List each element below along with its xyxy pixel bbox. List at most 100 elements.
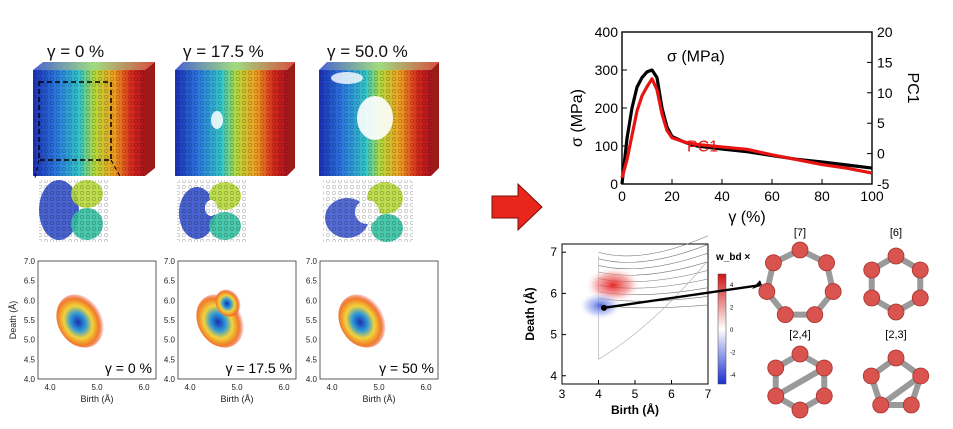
xtick-label: 40: [714, 188, 730, 204]
ring-atom: [902, 396, 920, 414]
pd-ytick: 4.0: [24, 375, 36, 384]
ring-atom: [791, 241, 809, 259]
ring-structures: [7] [6] [2,4] [2,3]: [758, 227, 930, 419]
ring-7: [758, 241, 842, 324]
y-axis-label-right: PC1: [904, 72, 920, 103]
colorbar-tick: -2: [730, 351, 736, 357]
snapshot-box-0: [33, 62, 155, 179]
pd-ytick: 5.0: [24, 336, 36, 345]
stress-plot-frame: [621, 31, 873, 185]
colorbar-tick: -4: [730, 373, 736, 379]
pd-ytick: 4.0: [164, 375, 176, 384]
ring-atom: [863, 289, 881, 307]
heat-ytick: 7: [550, 245, 557, 259]
ring-atom: [815, 359, 833, 377]
pd-ytick: 6.5: [164, 277, 176, 286]
ring-atom: [862, 367, 880, 385]
ytick-left-label: 100: [595, 138, 619, 154]
heat-xtick: 3: [559, 387, 566, 401]
contour-line: [598, 244, 709, 263]
ring-atom: [767, 387, 785, 405]
pd-xlabel: Birth (Å): [220, 394, 253, 404]
ring-atom: [815, 387, 833, 405]
ring-atom: [911, 261, 929, 279]
cluster-zoom-2: [323, 180, 413, 242]
pd-ytick: 6.0: [306, 296, 318, 305]
xtick-label: 60: [764, 188, 780, 204]
panel-title-0: γ = 0 %: [47, 42, 105, 61]
pd-xlabel: Birth (Å): [362, 394, 395, 404]
xtick-label: 0: [618, 188, 626, 204]
pd-ytick: 6.5: [306, 277, 318, 286]
pd-ytick: 4.5: [24, 355, 36, 364]
pointer-arrow-line: [603, 283, 761, 310]
pd-xtick: 6.0: [138, 383, 150, 392]
heat-ytick: 6: [550, 286, 557, 300]
pd-xtick: 6.0: [278, 383, 290, 392]
ytick-right-label: 20: [877, 24, 893, 40]
cluster-zoom-1: [177, 180, 247, 242]
xtick-label: 20: [664, 188, 680, 204]
colorbar-tick: 2: [730, 306, 734, 312]
pd-panel-0: 7.0 6.5 6.0 5.5 5.0 4.5 4.0 4.0 5.0 6.0 γ = 0 % Dea…: [8, 257, 157, 404]
heat-xlabel: Birth (Å): [611, 402, 659, 417]
xtick-label: 100: [860, 188, 884, 204]
right-arrow-icon: [491, 182, 543, 232]
ytick-left-label: 200: [595, 100, 619, 116]
ring-atom: [887, 303, 905, 321]
y-axis-label-left: σ (MPa): [569, 89, 586, 147]
ring-atom: [791, 345, 809, 363]
ring-2-3: [862, 349, 930, 414]
panel-title-2: γ = 50.0 %: [327, 42, 408, 61]
pd-xtick: 5.0: [231, 383, 243, 392]
pd-ytick: 6.0: [24, 296, 36, 305]
colorbar-tick: 0: [730, 328, 734, 334]
pd-ytick: 4.5: [164, 355, 176, 364]
selected-point: [600, 304, 607, 311]
pd-xtick: 4.0: [326, 383, 338, 392]
ytick-right-label: 15: [877, 54, 893, 70]
pd-ytick: 7.0: [164, 257, 176, 266]
pd-density: [56, 294, 104, 348]
ring-2-4: [767, 345, 833, 419]
ring-atom: [776, 306, 794, 324]
pd-xtick: 5.0: [373, 383, 385, 392]
ring-label-2-4: [2,4]: [789, 329, 810, 341]
pd-strain-label: γ = 0 %: [105, 360, 152, 376]
ring-atom: [758, 283, 776, 300]
ytick-left-label: 0: [610, 176, 618, 192]
pd-panel-1: 7.0 6.5 6.0 5.5 5.0 4.5 4.0 4.0 5.0 6.0 γ = 17.5 %…: [164, 257, 297, 404]
ytick-right-label: 5: [877, 115, 885, 131]
pd-ylabel: Death (Å): [8, 301, 18, 340]
blue-density: [578, 291, 623, 320]
ring-atom: [791, 401, 809, 419]
pd-xlabel: Birth (Å): [80, 394, 113, 404]
pd-ytick: 4.0: [306, 375, 318, 384]
snapshot-box-2: [319, 62, 439, 176]
snapshot-box-1: [175, 62, 295, 176]
pd-ytick: 5.0: [306, 336, 318, 345]
pd-ytick: 5.5: [24, 316, 36, 325]
pd-density-secondary: [215, 289, 241, 317]
ring-atom: [887, 349, 905, 367]
heat-xtick: 6: [668, 387, 675, 401]
ytick-right-label: -5: [877, 176, 890, 192]
colorbar-title: w_bd ×: [715, 252, 750, 263]
cluster-zoom-0: [39, 180, 109, 242]
heat-ytick: 4: [550, 369, 557, 383]
pd-ytick: 4.5: [306, 355, 318, 364]
ring-atom: [806, 306, 824, 324]
pd-ytick: 5.5: [306, 316, 318, 325]
ring-atom: [912, 367, 930, 385]
ring-atom: [911, 289, 929, 307]
ring-atom: [863, 261, 881, 279]
persistence-diagrams: 7.0 6.5 6.0 5.5 5.0 4.5 4.0 4.0 5.0 6.0 γ = 0 % Dea…: [8, 257, 439, 404]
ytick-left-label: 400: [595, 24, 619, 40]
heat-xtick: 4: [595, 387, 602, 401]
ytick-left-label: 300: [595, 62, 619, 78]
xtick-label: 80: [814, 188, 830, 204]
x-axis-label: γ (%): [728, 209, 765, 226]
pd-xtick: 6.0: [420, 383, 432, 392]
